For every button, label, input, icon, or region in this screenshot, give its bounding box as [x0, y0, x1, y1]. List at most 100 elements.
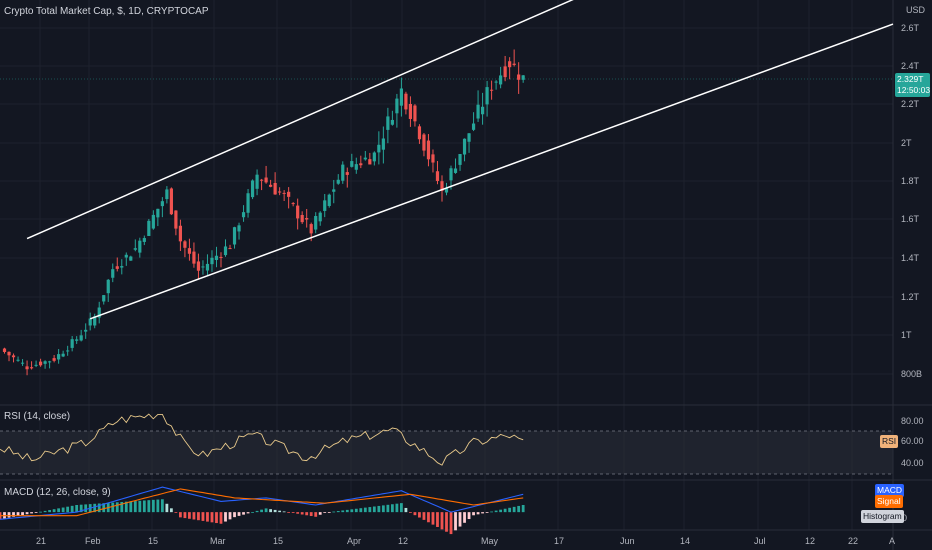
- rsi-axis[interactable]: 80.00 60.00 40.00: [901, 416, 924, 468]
- price-tick: 1.4T: [901, 253, 920, 263]
- candle: [381, 126, 385, 164]
- candle: [517, 62, 521, 94]
- candle: [237, 222, 241, 240]
- macd-axis[interactable]: 0: [902, 513, 907, 523]
- histogram-bar: [84, 504, 88, 513]
- histogram-bar: [93, 503, 97, 513]
- candle: [29, 361, 34, 370]
- histogram-bar: [399, 503, 403, 513]
- time-tick: 14: [680, 536, 690, 546]
- price-tick: 2T: [901, 138, 912, 148]
- histogram-bar: [341, 510, 345, 513]
- candle: [187, 238, 192, 261]
- candle: [372, 151, 376, 166]
- histogram-bar: [454, 512, 457, 531]
- candle: [300, 211, 304, 224]
- histogram-bar: [75, 505, 79, 513]
- price-axis[interactable]: USD 2.6T 2.4T 2.2T 2T 1.8T 1.6T 1.4T 1.2…: [901, 5, 926, 379]
- candle: [223, 239, 228, 257]
- histogram-bar: [21, 512, 24, 516]
- rsi-band-background: [0, 431, 893, 474]
- candle: [327, 193, 331, 208]
- histogram-bar: [422, 512, 426, 520]
- histogram-bar: [490, 511, 494, 513]
- candle: [241, 205, 246, 222]
- histogram-bar: [409, 512, 412, 513]
- candle: [70, 336, 74, 352]
- histogram-bar: [25, 512, 29, 515]
- candle: [57, 349, 61, 364]
- macd-title[interactable]: MACD (12, 26, close, 9): [4, 487, 111, 498]
- histogram-bar: [70, 505, 74, 513]
- macd-histogram: [0, 499, 525, 535]
- candle: [250, 179, 255, 200]
- candle: [61, 350, 65, 358]
- candle: [93, 313, 97, 329]
- candle: [156, 208, 160, 227]
- histogram-bar: [314, 512, 318, 517]
- candle: [336, 174, 340, 185]
- histogram-bar: [210, 512, 214, 523]
- symbol-title[interactable]: Crypto Total Market Cap, $, 1D, CRYPTOCA…: [4, 6, 209, 17]
- histogram-bar: [160, 499, 164, 513]
- rsi-value-tag: RSI: [880, 435, 899, 448]
- histogram-bar: [413, 512, 417, 516]
- countdown-timer: 12:50:03: [897, 85, 931, 95]
- candle: [75, 336, 79, 344]
- histogram-bar: [499, 509, 503, 513]
- candle: [359, 155, 363, 169]
- histogram-bar: [309, 512, 313, 517]
- channel-line-lower[interactable]: [89, 23, 894, 320]
- candle: [508, 57, 512, 80]
- candle: [390, 110, 394, 126]
- candle: [34, 360, 38, 368]
- candle: [88, 312, 92, 331]
- time-tick: 21: [36, 536, 46, 546]
- histogram-bar: [390, 504, 394, 513]
- time-tick: Mar: [210, 536, 226, 546]
- macd-zero-label: 0: [902, 513, 907, 523]
- channel-line-upper[interactable]: [26, 0, 631, 240]
- candle: [467, 133, 471, 153]
- candle: [43, 360, 47, 369]
- histogram-bar: [242, 512, 245, 515]
- price-tick: 2.4T: [901, 61, 920, 71]
- histogram-bar: [237, 512, 241, 516]
- price-tick: 1.2T: [901, 292, 920, 302]
- histogram-bar: [463, 512, 466, 523]
- time-axis[interactable]: 21 Feb 15 Mar 15 Apr 12 May 17 Jun 14 Ju…: [36, 536, 895, 546]
- rsi-line: [0, 413, 524, 466]
- rsi-title[interactable]: RSI (14, close): [4, 411, 71, 422]
- histogram-bar: [332, 511, 336, 513]
- candle: [490, 80, 494, 100]
- rsi-level-label: 60.00: [901, 436, 924, 446]
- histogram-bar: [278, 510, 282, 513]
- histogram-bar: [305, 512, 309, 516]
- candle: [404, 91, 408, 115]
- candle: [264, 165, 268, 184]
- candle: [350, 153, 354, 168]
- price-tick: 800B: [901, 369, 922, 379]
- candle: [287, 187, 291, 209]
- histogram-bar: [12, 512, 15, 517]
- histogram-bar: [481, 512, 484, 514]
- histogram-bar: [129, 501, 133, 513]
- candle: [291, 202, 295, 207]
- histogram-bar: [494, 510, 498, 513]
- candle: [318, 211, 322, 226]
- histogram-bar: [345, 509, 349, 513]
- rsi-level-label: 80.00: [901, 416, 924, 426]
- histogram-bar: [57, 508, 61, 513]
- histogram-bar: [219, 512, 223, 524]
- histogram-bar: [102, 503, 106, 513]
- candle: [201, 260, 205, 275]
- histogram-bar: [115, 502, 119, 513]
- time-tick: Jun: [620, 536, 635, 546]
- candle: [377, 131, 381, 165]
- candle: [147, 218, 151, 237]
- histogram-bar: [79, 504, 83, 513]
- candle: [462, 138, 467, 162]
- trend-channel[interactable]: [26, 0, 894, 320]
